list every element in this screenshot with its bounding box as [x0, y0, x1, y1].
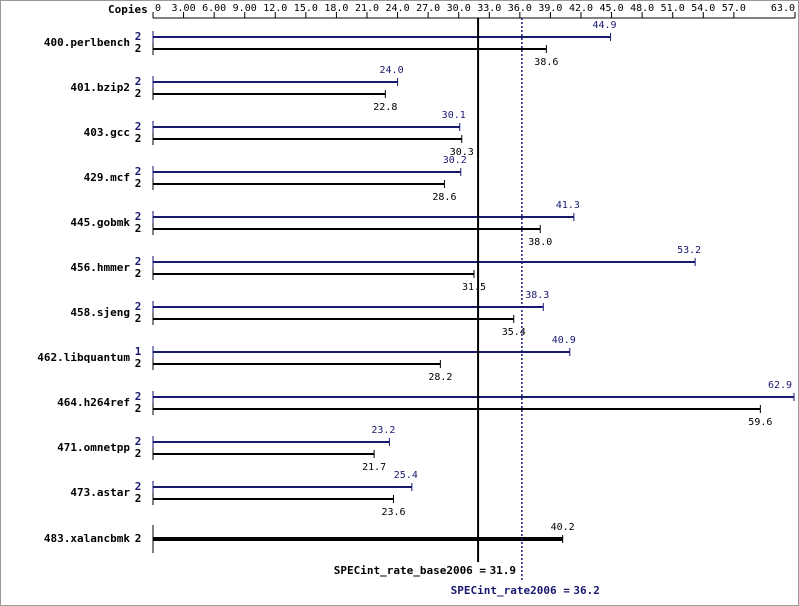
x-tick-label: 21.0 — [355, 3, 379, 14]
category-label: 456.hmmer — [70, 261, 130, 274]
value-label: 30.2 — [443, 155, 467, 166]
x-tick-label: 48.0 — [630, 3, 654, 14]
copies-label: 2 — [135, 165, 142, 178]
x-tick-label: 9.00 — [233, 3, 257, 14]
category-label: 401.bzip2 — [70, 81, 130, 94]
x-tick-label: 39.0 — [538, 3, 562, 14]
value-label: 59.6 — [748, 417, 772, 428]
category-label: 400.perlbench — [44, 36, 130, 49]
copies-label: 2 — [135, 492, 142, 505]
value-label: 30.3 — [450, 147, 474, 158]
category-label: 458.sjeng — [70, 306, 130, 319]
value-label: 38.0 — [528, 237, 552, 248]
category-label: 429.mcf — [84, 171, 130, 184]
value-label: 28.2 — [428, 372, 452, 383]
reference-label: SPECint_rate2006 = — [451, 584, 571, 597]
value-label: 38.3 — [525, 290, 549, 301]
x-tick-label: 51.0 — [661, 3, 685, 14]
copies-label: 2 — [135, 120, 142, 133]
value-label: 41.3 — [556, 200, 580, 211]
x-tick-label: 18.0 — [324, 3, 348, 14]
category-label: 403.gcc — [84, 126, 130, 139]
x-tick-label: 54.0 — [691, 3, 715, 14]
value-label: 40.2 — [551, 522, 575, 533]
copies-label: 2 — [135, 87, 142, 100]
value-label: 62.9 — [768, 380, 792, 391]
copies-label: 2 — [135, 435, 142, 448]
reference-value: 31.9 — [490, 564, 517, 577]
category-label: 473.astar — [70, 486, 130, 499]
category-label: 464.h264ref — [57, 396, 130, 409]
copies-label: 2 — [135, 300, 142, 313]
value-label: 23.2 — [371, 425, 395, 436]
copies-label: 2 — [135, 447, 142, 460]
value-label: 21.7 — [362, 462, 386, 473]
value-label: 53.2 — [677, 245, 701, 256]
value-label: 44.9 — [593, 20, 617, 31]
x-tick-label: 6.00 — [202, 3, 226, 14]
copies-label: 2 — [135, 255, 142, 268]
x-tick-label: 12.0 — [263, 3, 287, 14]
x-tick-label: 15.0 — [294, 3, 318, 14]
x-tick-label: 24.0 — [386, 3, 410, 14]
value-label: 30.1 — [442, 110, 466, 121]
copies-label: 2 — [135, 532, 142, 545]
x-tick-label: 27.0 — [416, 3, 440, 14]
copies-label: 2 — [135, 42, 142, 55]
copies-label: 2 — [135, 312, 142, 325]
value-label: 40.9 — [552, 335, 576, 346]
reference-label: SPECint_rate_base2006 = — [334, 564, 487, 577]
copies-label: 2 — [135, 480, 142, 493]
copies-label: 2 — [135, 390, 142, 403]
copies-label: 2 — [135, 222, 142, 235]
copies-label: 2 — [135, 30, 142, 43]
value-label: 25.4 — [394, 470, 418, 481]
reference-value: 36.2 — [573, 584, 600, 597]
value-label: 28.6 — [432, 192, 456, 203]
value-label: 23.6 — [381, 507, 405, 518]
x-tick-label: 0 — [155, 3, 161, 14]
x-tick-label: 30.0 — [447, 3, 471, 14]
category-label: 483.xalancbmk — [44, 532, 130, 545]
copies-label: 2 — [135, 402, 142, 415]
category-label: 471.omnetpp — [57, 441, 130, 454]
copies-label: 2 — [135, 75, 142, 88]
value-label: 38.6 — [534, 57, 558, 68]
value-label: 35.4 — [502, 327, 526, 338]
category-label: 462.libquantum — [37, 351, 130, 364]
x-tick-label: 33.0 — [477, 3, 501, 14]
copies-label: 2 — [135, 177, 142, 190]
x-tick-label: 42.0 — [569, 3, 593, 14]
copies-label: 2 — [135, 357, 142, 370]
value-label: 22.8 — [373, 102, 397, 113]
copies-label: 1 — [135, 345, 142, 358]
category-label: 445.gobmk — [70, 216, 130, 229]
copies-label: 2 — [135, 210, 142, 223]
x-tick-label: 36.0 — [508, 3, 532, 14]
x-tick-label: 3.00 — [172, 3, 196, 14]
value-label: 24.0 — [380, 65, 404, 76]
x-tick-label: 45.0 — [600, 3, 624, 14]
x-tick-label: 63.0 — [771, 3, 795, 14]
copies-label: 2 — [135, 132, 142, 145]
x-tick-label: 57.0 — [722, 3, 746, 14]
copies-label: 2 — [135, 267, 142, 280]
value-label: 31.5 — [462, 282, 486, 293]
axis-label: Copies — [108, 3, 148, 16]
